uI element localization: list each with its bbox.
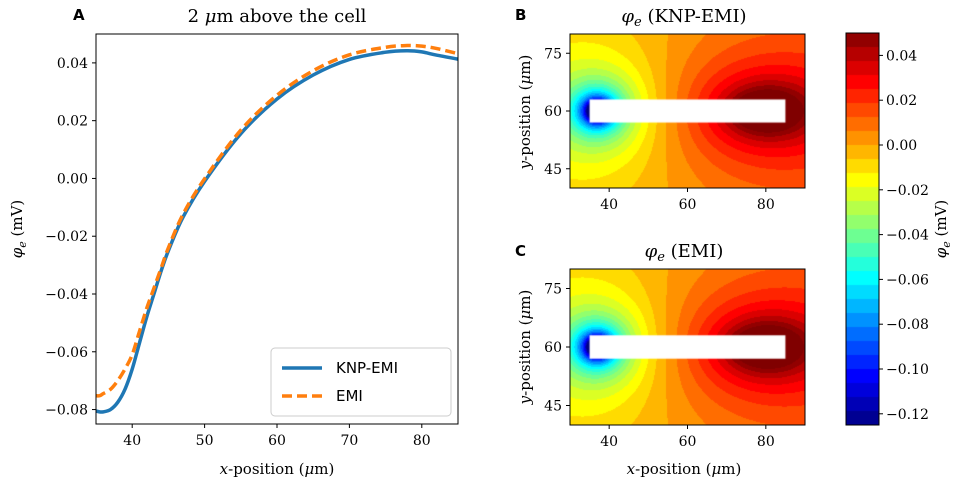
colorbar-tick-label: 0.02 [886,93,917,109]
x-tick-label: 80 [413,433,431,449]
panel-c-ylabel: y-position (μm) [516,290,534,406]
y-tick-label: 45 [544,162,562,178]
x-tick-label: 80 [757,197,775,213]
panel-c-xlabel: x-position (μm) [627,460,742,478]
panel-c-heatmap [570,269,805,425]
panel-b-title: φe (KNP-EMI) [621,6,746,30]
panel-a-plot-area [96,43,458,414]
colorbar-tick-label: −0.12 [886,407,929,423]
colorbar-tick-label: −0.02 [886,183,929,199]
colorbar: 0.04 0.02 0.00 −0.02 −0.04 −0.06 −0.08 −0.10 −0.… [845,32,953,426]
colorbar-tick-label: 0.00 [886,138,917,154]
panel-b-heatmap [570,34,805,188]
y-tick-label: 45 [544,399,562,415]
panel-a-xlabel: x-position (μm) [220,460,335,478]
panel-c-x-axis: 40 60 80 [600,425,775,450]
y-tick-label: 75 [544,282,562,298]
x-tick-label: 40 [600,434,618,450]
y-tick-label: −0.06 [45,345,88,361]
panel-a-ylabel: φe (mV) [8,200,29,259]
panel-b-label: B [515,6,526,24]
legend-box [270,347,452,417]
y-tick-label: 0.02 [57,114,88,130]
colorbar-tick-label: −0.10 [886,362,929,378]
y-tick-label: −0.08 [45,403,88,419]
panel-b-y-axis: 75 60 45 [544,46,570,178]
colorbar-gradient [846,33,879,425]
x-tick-label: 60 [679,434,697,450]
x-tick-label: 60 [268,433,286,449]
legend-label-emi: EMI [336,387,363,405]
panel-c-label: C [515,242,526,260]
x-tick-label: 40 [123,433,141,449]
colorbar-tick-label: −0.08 [886,317,929,333]
series-line-emi [96,43,458,398]
panel-c: C φe (EMI) 40 60 80 75 60 45 x-position (μm)… [515,241,806,478]
legend-label-knp-emi: KNP-EMI [336,359,398,377]
colorbar-tick-label: 0.04 [886,48,917,64]
colorbar-tick-label: −0.06 [886,272,929,288]
panel-a-x-axis: 40 50 60 70 80 [123,424,431,449]
y-tick-label: 0.00 [57,171,88,187]
y-tick-label: −0.04 [45,287,88,303]
panel-a-y-axis: 0.04 0.02 0.00 −0.02 −0.04 −0.06 −0.08 [45,56,96,419]
y-tick-label: −0.02 [45,229,88,245]
colorbar-tick-label: −0.04 [886,228,929,244]
x-tick-label: 40 [600,197,618,213]
x-tick-label: 60 [679,197,697,213]
colorbar-frame [845,32,880,426]
panel-a-title: 2 μm above the cell [188,6,367,27]
panel-a: A 2 μm above the cell 40 50 60 70 80 0.040.0… [8,6,459,478]
y-tick-label: 60 [544,104,562,120]
colorbar-axis: 0.04 0.02 0.00 −0.02 −0.04 −0.06 −0.08 −0.10 −0.… [879,48,929,423]
colorbar-label: φe (mV) [932,200,953,259]
y-tick-label: 75 [544,46,562,62]
panel-a-label: A [73,6,85,24]
panel-a-legend: KNP-EMI EMI [270,347,452,417]
panel-c-y-axis: 75 60 45 [544,282,570,415]
y-tick-label: 60 [544,340,562,356]
y-tick-label: 0.04 [57,56,88,72]
panel-b-ylabel: y-position (μm) [516,55,534,171]
panel-b-x-axis: 40 60 80 [600,188,775,213]
panel-c-title: φe (EMI) [645,241,724,265]
x-tick-label: 80 [757,434,775,450]
x-tick-label: 70 [340,433,358,449]
panel-b: B φe (KNP-EMI) 40 60 80 75 60 45 y-position … [515,6,806,213]
x-tick-label: 50 [196,433,214,449]
